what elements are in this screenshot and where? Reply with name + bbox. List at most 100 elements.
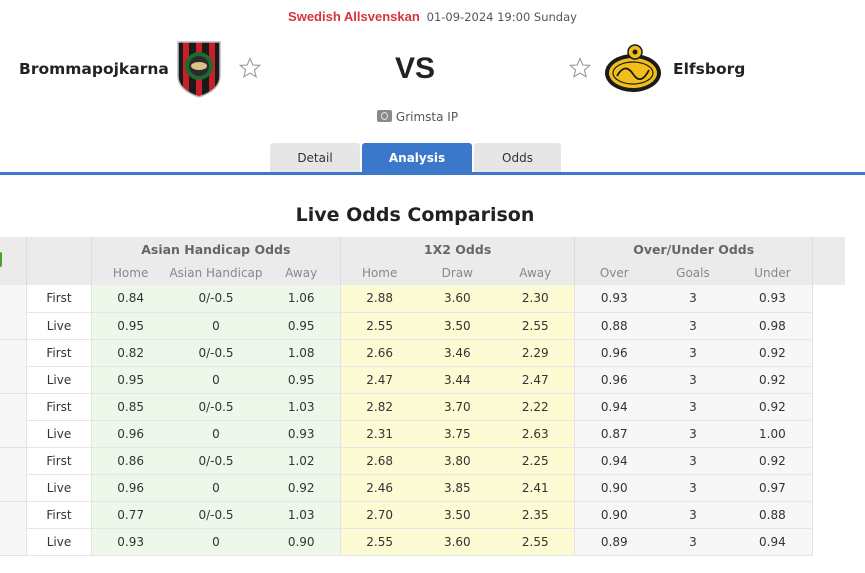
x12-odds-cell[interactable]: 3.85 <box>418 474 497 502</box>
ah-odds-cell[interactable]: 1.06 <box>262 285 341 313</box>
x12-odds-cell[interactable]: 2.30 <box>496 285 575 313</box>
ah-odds-cell[interactable]: 0.95 <box>262 312 341 340</box>
ou-odds-cell[interactable]: 3 <box>653 528 733 556</box>
ou-odds-cell[interactable]: 3 <box>653 339 733 367</box>
tab-analysis[interactable]: Analysis <box>362 143 472 173</box>
ou-odds-cell[interactable]: 0.96 <box>574 339 654 367</box>
ah-odds-cell[interactable]: 1.02 <box>262 447 341 475</box>
ah-odds-cell[interactable]: 0.95 <box>90 312 170 340</box>
ou-odds-cell[interactable]: 1.00 <box>732 420 813 448</box>
x12-odds-cell[interactable]: 2.29 <box>496 339 575 367</box>
ah-odds-cell[interactable]: 0.92 <box>262 474 341 502</box>
x12-odds-cell[interactable]: 2.22 <box>496 393 575 421</box>
ou-odds-cell[interactable]: 0.92 <box>732 393 813 421</box>
away-team-name[interactable]: Elfsborg <box>673 60 746 78</box>
bookmaker-cell[interactable] <box>0 285 28 340</box>
favorite-home-star-icon[interactable] <box>238 56 262 80</box>
ou-odds-cell[interactable]: 0.90 <box>574 501 654 529</box>
home-team-logo[interactable] <box>176 40 222 98</box>
ou-odds-cell[interactable]: 3 <box>653 447 733 475</box>
ou-odds-cell[interactable]: 0.88 <box>574 312 654 340</box>
ou-odds-cell[interactable]: 3 <box>653 420 733 448</box>
ou-odds-cell[interactable]: 0.89 <box>574 528 654 556</box>
x12-odds-cell[interactable]: 2.88 <box>339 285 419 313</box>
league-name[interactable]: Swedish Allsvenskan <box>288 9 420 24</box>
x12-odds-cell[interactable]: 3.70 <box>418 393 497 421</box>
ah-odds-cell[interactable]: 0.93 <box>262 420 341 448</box>
ou-odds-cell[interactable]: 0.97 <box>732 474 813 502</box>
ah-odds-cell[interactable]: 0.84 <box>90 285 170 313</box>
x12-odds-cell[interactable]: 2.47 <box>496 366 575 394</box>
ou-odds-cell[interactable]: 0.98 <box>732 312 813 340</box>
ah-odds-cell[interactable]: 0/-0.5 <box>169 285 263 313</box>
ah-odds-cell[interactable]: 0.93 <box>90 528 170 556</box>
x12-odds-cell[interactable]: 3.46 <box>418 339 497 367</box>
ou-odds-cell[interactable]: 0.88 <box>732 501 813 529</box>
tab-odds[interactable]: Odds <box>474 143 561 173</box>
x12-odds-cell[interactable]: 2.25 <box>496 447 575 475</box>
ou-odds-cell[interactable]: 3 <box>653 501 733 529</box>
ah-odds-cell[interactable]: 0.90 <box>262 528 341 556</box>
x12-odds-cell[interactable]: 2.47 <box>339 366 419 394</box>
ah-odds-cell[interactable]: 0.96 <box>90 420 170 448</box>
ah-odds-cell[interactable]: 0/-0.5 <box>169 501 263 529</box>
ah-odds-cell[interactable]: 0.82 <box>90 339 170 367</box>
x12-odds-cell[interactable]: 2.82 <box>339 393 419 421</box>
x12-odds-cell[interactable]: 2.31 <box>339 420 419 448</box>
ah-odds-cell[interactable]: 0.95 <box>90 366 170 394</box>
x12-odds-cell[interactable]: 2.41 <box>496 474 575 502</box>
ou-odds-cell[interactable]: 3 <box>653 393 733 421</box>
ah-odds-cell[interactable]: 0 <box>169 474 263 502</box>
x12-odds-cell[interactable]: 3.60 <box>418 285 497 313</box>
x12-odds-cell[interactable]: 3.80 <box>418 447 497 475</box>
home-team-name[interactable]: Brommapojkarna <box>19 60 169 78</box>
bookmaker-cell[interactable] <box>0 339 28 394</box>
ah-odds-cell[interactable]: 0 <box>169 312 263 340</box>
x12-odds-cell[interactable]: 2.55 <box>339 312 419 340</box>
x12-odds-cell[interactable]: 2.55 <box>496 528 575 556</box>
ou-odds-cell[interactable]: 0.92 <box>732 339 813 367</box>
ah-odds-cell[interactable]: 0/-0.5 <box>169 447 263 475</box>
x12-odds-cell[interactable]: 2.55 <box>496 312 575 340</box>
ou-odds-cell[interactable]: 0.92 <box>732 366 813 394</box>
ou-odds-cell[interactable]: 3 <box>653 285 733 313</box>
ah-odds-cell[interactable]: 1.08 <box>262 339 341 367</box>
ou-odds-cell[interactable]: 0.92 <box>732 447 813 475</box>
ah-odds-cell[interactable]: 0 <box>169 366 263 394</box>
ah-odds-cell[interactable]: 0/-0.5 <box>169 393 263 421</box>
ah-odds-cell[interactable]: 1.03 <box>262 501 341 529</box>
tab-detail[interactable]: Detail <box>270 143 360 173</box>
ah-odds-cell[interactable]: 0.77 <box>90 501 170 529</box>
ou-odds-cell[interactable]: 0.93 <box>574 285 654 313</box>
x12-odds-cell[interactable]: 2.68 <box>339 447 419 475</box>
x12-odds-cell[interactable]: 2.46 <box>339 474 419 502</box>
ou-odds-cell[interactable]: 0.90 <box>574 474 654 502</box>
ou-odds-cell[interactable]: 0.93 <box>732 285 813 313</box>
x12-odds-cell[interactable]: 2.70 <box>339 501 419 529</box>
ah-odds-cell[interactable]: 0 <box>169 420 263 448</box>
ah-odds-cell[interactable]: 0.86 <box>90 447 170 475</box>
x12-odds-cell[interactable]: 3.50 <box>418 312 497 340</box>
ou-odds-cell[interactable]: 3 <box>653 366 733 394</box>
x12-odds-cell[interactable]: 2.35 <box>496 501 575 529</box>
x12-odds-cell[interactable]: 3.75 <box>418 420 497 448</box>
ou-odds-cell[interactable]: 0.87 <box>574 420 654 448</box>
ah-odds-cell[interactable]: 0.85 <box>90 393 170 421</box>
x12-odds-cell[interactable]: 3.44 <box>418 366 497 394</box>
x12-odds-cell[interactable]: 3.50 <box>418 501 497 529</box>
ah-odds-cell[interactable]: 0/-0.5 <box>169 339 263 367</box>
favorite-away-star-icon[interactable] <box>568 56 592 80</box>
x12-odds-cell[interactable]: 2.63 <box>496 420 575 448</box>
bookmaker-cell[interactable] <box>0 447 28 502</box>
x12-odds-cell[interactable]: 2.66 <box>339 339 419 367</box>
ou-odds-cell[interactable]: 3 <box>653 474 733 502</box>
ou-odds-cell[interactable]: 0.94 <box>574 447 654 475</box>
ah-odds-cell[interactable]: 0 <box>169 528 263 556</box>
bookmaker-cell[interactable] <box>0 501 28 556</box>
ah-odds-cell[interactable]: 0.96 <box>90 474 170 502</box>
ou-odds-cell[interactable]: 0.94 <box>732 528 813 556</box>
ou-odds-cell[interactable]: 3 <box>653 312 733 340</box>
ou-odds-cell[interactable]: 0.96 <box>574 366 654 394</box>
x12-odds-cell[interactable]: 2.55 <box>339 528 419 556</box>
ah-odds-cell[interactable]: 1.03 <box>262 393 341 421</box>
